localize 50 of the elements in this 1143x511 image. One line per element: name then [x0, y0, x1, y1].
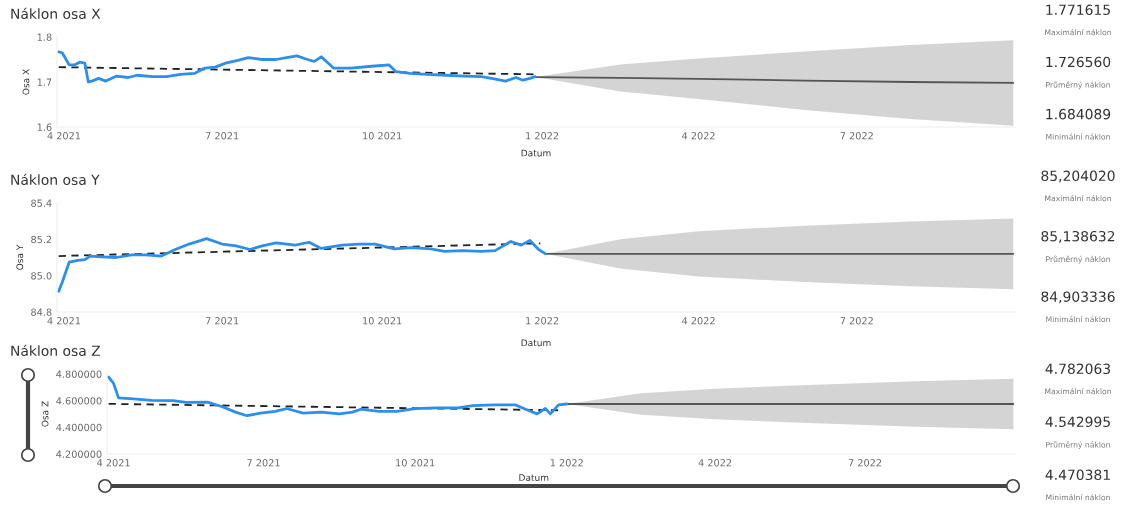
- y-tick-label: 85.2: [31, 235, 52, 244]
- text: 85,138632: [1041, 230, 1115, 243]
- y-tick-label: 1.7: [37, 78, 52, 86]
- x-tick-label: 7 2021: [247, 459, 280, 467]
- x-axis-title: Datum: [521, 339, 551, 347]
- y-axis-title: Osa Z: [41, 401, 49, 427]
- x-tick-label: 7 2022: [840, 132, 873, 140]
- x-axis-title: Datum: [519, 474, 549, 481]
- chart-title: Náklon osa X: [11, 7, 101, 20]
- y-axis-title: Osa X: [22, 69, 30, 95]
- x-tick-label: 7 2022: [840, 317, 873, 325]
- y-tick-label: 85.0: [31, 272, 52, 280]
- y-tick-label: 84.8: [31, 308, 52, 316]
- x-tick-label: 4 2022: [682, 132, 715, 140]
- x-tick-label: 7 2021: [205, 132, 239, 140]
- x-tick-label: 4 2022: [682, 317, 715, 325]
- x-tick-label: 1 2022: [550, 459, 583, 467]
- x-tick-label: 10 2021: [363, 132, 402, 140]
- text: 1.684089: [1046, 108, 1111, 120]
- y-axis-title: Osa Y: [16, 244, 24, 270]
- x-tick-label: 7 2022: [848, 459, 882, 467]
- y-tick-label: 4.400000: [56, 423, 102, 432]
- chart-title: Náklon osa Y: [11, 173, 100, 186]
- x-tick-label: 4 2021: [47, 132, 81, 140]
- text: 4.542995: [1045, 416, 1110, 428]
- y-tick-label: 4.600000: [56, 397, 102, 405]
- text: 84,903336: [1041, 291, 1115, 304]
- text: 1.726560: [1046, 56, 1111, 68]
- line-series: [57, 50, 537, 84]
- line-series: [107, 375, 569, 418]
- x-tick-label: 10 2021: [396, 459, 435, 467]
- x-tick-label: 7 2021: [205, 317, 239, 325]
- x-tick-label: 4 2021: [97, 459, 130, 467]
- y-tick-label: 1.8: [37, 33, 52, 41]
- x-tick-label: 1 2022: [526, 132, 559, 140]
- y-tick-label: 4.200000: [56, 450, 102, 458]
- text: 4.782063: [1045, 363, 1111, 375]
- x-tick-label: 4 2022: [698, 459, 732, 467]
- y-tick-label: 1.6: [37, 123, 52, 131]
- text: 4.470381: [1045, 469, 1110, 481]
- x-tick-label: 1 2022: [526, 317, 559, 325]
- text: 85,204020: [1041, 170, 1115, 183]
- x-tick-label: 10 2021: [363, 317, 402, 325]
- x-axis-title: Datum: [521, 149, 551, 157]
- line-series: [57, 237, 547, 293]
- x-tick-label: 4 2021: [47, 317, 81, 325]
- chart-title: Náklon osa Z: [11, 344, 101, 357]
- y-tick-label: 85.4: [31, 199, 52, 207]
- y-tick-label: 4.800000: [56, 370, 102, 378]
- text: 1.771615: [1046, 4, 1110, 16]
